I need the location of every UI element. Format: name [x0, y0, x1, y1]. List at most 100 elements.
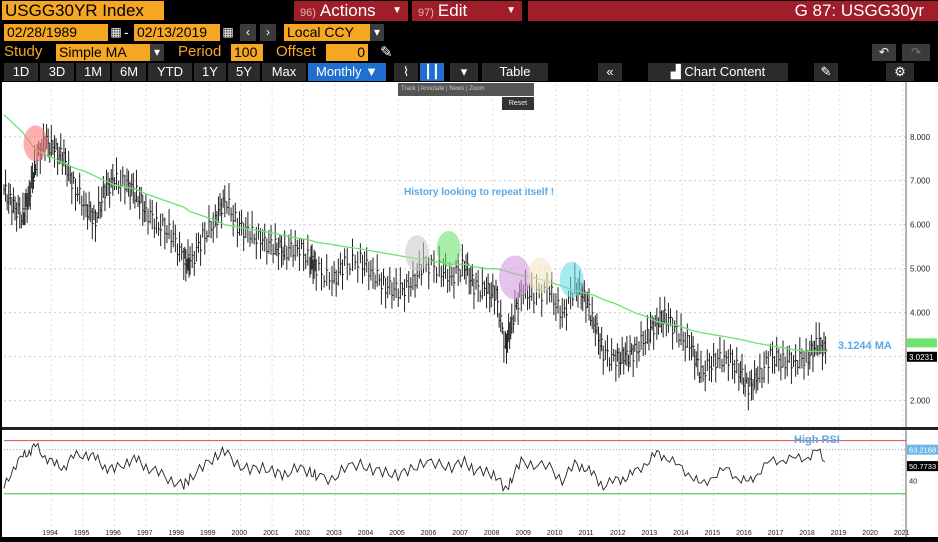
highlight-circle — [559, 261, 584, 298]
prev-arrow-icon[interactable]: ‹ — [240, 24, 256, 41]
actions-menu[interactable]: 96) Actions ▼ — [294, 1, 408, 21]
y-tick-label: 2.000 — [910, 397, 931, 406]
x-tick-label: 2000 — [232, 530, 248, 537]
x-tick-label: 2002 — [295, 530, 311, 537]
x-tick-label: 2005 — [389, 530, 405, 537]
highlight-circle — [405, 235, 430, 272]
x-tick-label: 2001 — [263, 530, 279, 537]
news-tool[interactable]: News — [449, 86, 465, 92]
moving-average-line — [3, 114, 828, 353]
x-tick-label: 1997 — [137, 530, 153, 537]
currency-dropdown-icon[interactable]: ▾ — [370, 24, 384, 41]
bar-chart-icon[interactable]: ┃┃ — [420, 63, 444, 81]
table-button[interactable]: Table — [482, 63, 548, 81]
y-tick-label: 8.000 — [910, 133, 931, 142]
chart-annotation: History looking to repeat itself ! — [404, 187, 554, 198]
tab-3d[interactable]: 3D — [40, 63, 74, 81]
annotate-tool[interactable]: Annotate — [420, 86, 445, 92]
highlight-circle — [498, 255, 531, 300]
tab-6m[interactable]: 6M — [112, 63, 146, 81]
tab-ytd[interactable]: YTD — [148, 63, 192, 81]
rsi-axis-tag — [907, 444, 938, 455]
x-tick-label: 1998 — [168, 530, 184, 537]
header-bar: USGG30YR Index 96) Actions ▼ 97) Edit ▼ G 87… — [0, 0, 938, 22]
line-chart-icon[interactable]: ⌇ — [394, 63, 418, 81]
tab-max[interactable]: Max — [262, 63, 306, 81]
ma-value-label: 3.1244 MA — [838, 340, 892, 352]
actions-number: 96) — [300, 7, 316, 19]
tab-5y[interactable]: 5Y — [228, 63, 260, 81]
chart-content-label: Chart Content — [684, 64, 766, 79]
offset-input[interactable]: 0 — [326, 44, 368, 61]
chart-content-icon: ▟ — [670, 64, 681, 79]
undo-icon[interactable]: ↶ — [872, 44, 896, 61]
x-tick-label: 2014 — [673, 530, 689, 537]
study-select[interactable]: Simple MA — [56, 44, 150, 61]
study-bar: Study Simple MA ▾ Period 100 Offset 0 ✎ … — [0, 42, 938, 62]
x-tick-label: 2011 — [578, 530, 593, 537]
end-date-field[interactable]: 02/13/2019 — [134, 24, 220, 41]
tab-1y[interactable]: 1Y — [194, 63, 226, 81]
x-tick-label: 1994 — [42, 530, 58, 537]
x-tick-label: 2019 — [831, 530, 847, 537]
offset-label: Offset — [276, 43, 316, 60]
tab-1d[interactable]: 1D — [4, 63, 38, 81]
reset-button[interactable]: Reset — [502, 97, 534, 110]
high-rsi-label: High RSI — [794, 434, 840, 446]
chart-area[interactable]: 8.0007.0006.0005.0004.0003.0002.00019941… — [2, 82, 938, 537]
ticker-title[interactable]: USGG30YR Index — [2, 1, 164, 20]
period-label: Period — [178, 43, 222, 60]
actions-label: Actions — [319, 1, 376, 20]
pencil-icon[interactable]: ✎ — [380, 44, 393, 61]
rsi-tick-label: 63.2168 — [909, 446, 936, 455]
x-tick-label: 2003 — [326, 530, 342, 537]
calendar-icon[interactable]: ▦ — [110, 24, 122, 41]
tab-1m[interactable]: 1M — [76, 63, 110, 81]
start-date-field[interactable]: 02/28/1989 — [4, 24, 108, 41]
chart-mini-toolbar: Track | Annotate | News | Zoom — [398, 83, 534, 96]
panel-divider — [2, 427, 938, 430]
next-arrow-icon[interactable]: › — [260, 24, 276, 41]
x-tick-label: 2017 — [768, 530, 784, 537]
y-tick-label: 7.000 — [910, 177, 931, 186]
edit-chart-icon[interactable]: ✎ — [814, 63, 838, 81]
y-tick-label: 5.000 — [910, 265, 931, 274]
x-tick-label: 2010 — [547, 530, 563, 537]
rsi-line — [3, 442, 826, 492]
study-dropdown-icon[interactable]: ▾ — [150, 44, 164, 61]
rsi-axis-tag — [907, 461, 938, 472]
period-input[interactable]: 100 — [231, 44, 263, 61]
currency-select[interactable]: Local CCY — [284, 24, 370, 41]
highlight-circle — [23, 125, 48, 162]
frequency-label: Monthly — [315, 64, 362, 79]
x-tick-label: 2018 — [799, 530, 815, 537]
ma-axis-tag — [907, 338, 937, 348]
track-tool[interactable]: Track — [401, 86, 416, 92]
edit-number: 97) — [418, 7, 434, 19]
collapse-icon[interactable]: « — [598, 63, 622, 81]
chart-content-button[interactable]: ▟ Chart Content — [648, 63, 788, 81]
x-tick-label: 2008 — [484, 530, 500, 537]
redo-icon[interactable]: ↷ — [902, 44, 930, 61]
x-tick-label: 2021 — [894, 530, 910, 537]
date-range-bar: 02/28/1989 ▦ - 02/13/2019 ▦ ‹ › Local CC… — [0, 22, 938, 42]
last-price-tag — [907, 351, 937, 362]
chart-svg: 8.0007.0006.0005.0004.0003.0002.00019941… — [2, 82, 938, 537]
highlight-circle — [528, 257, 553, 294]
x-tick-label: 2013 — [642, 530, 658, 537]
settings-gear-icon[interactable]: ⚙ — [886, 63, 914, 81]
x-tick-label: 1999 — [200, 530, 216, 537]
x-tick-label: 2012 — [610, 530, 626, 537]
calendar-icon[interactable]: ▦ — [222, 24, 234, 41]
zoom-tool[interactable]: Zoom — [469, 86, 485, 92]
x-tick-label: 2020 — [862, 530, 878, 537]
date-separator: - — [124, 24, 129, 40]
highlight-circle — [436, 230, 461, 267]
edit-menu[interactable]: 97) Edit ▼ — [412, 1, 522, 21]
rsi-tick-label: 50.7733 — [909, 462, 936, 471]
x-tick-label: 2004 — [358, 530, 374, 537]
chart-type-dropdown-icon[interactable]: ▾ — [450, 63, 478, 81]
x-tick-label: 1996 — [105, 530, 121, 537]
x-tick-label: 2009 — [515, 530, 531, 537]
frequency-select[interactable]: Monthly ▼ — [308, 63, 386, 81]
